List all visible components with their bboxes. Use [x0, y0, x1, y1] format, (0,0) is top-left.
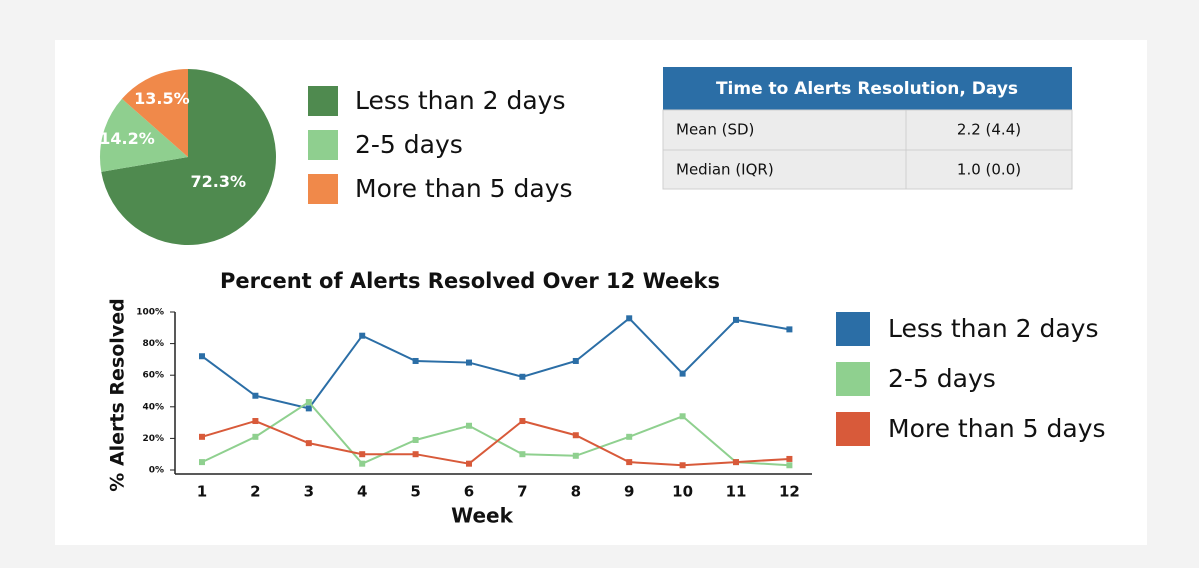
- table-cell: Median (IQR): [676, 161, 774, 179]
- point: [733, 316, 739, 323]
- x-tick-label: 2: [250, 483, 260, 501]
- x-tick-label: 1: [197, 483, 207, 501]
- legend-label: More than 5 days: [888, 414, 1106, 443]
- legend-label: Less than 2 days: [888, 314, 1099, 343]
- point: [626, 433, 633, 440]
- legend-label: More than 5 days: [355, 174, 573, 203]
- x-tick-label: 3: [304, 483, 314, 501]
- legend-swatch: [836, 412, 870, 446]
- point: [679, 370, 686, 377]
- x-tick-label: 6: [464, 483, 474, 501]
- table-cell: 1.0 (0.0): [957, 161, 1021, 179]
- table-title: Time to Alerts Resolution, Days: [716, 79, 1018, 99]
- point: [519, 373, 526, 380]
- point: [519, 418, 526, 425]
- x-tick-label: 10: [672, 483, 693, 501]
- point: [786, 326, 793, 333]
- x-tick-label: 7: [517, 483, 527, 501]
- y-tick-label: 20%: [142, 434, 164, 444]
- chart-title: Percent of Alerts Resolved Over 12 Weeks: [220, 269, 720, 293]
- pie-label: 72.3%: [191, 172, 247, 191]
- point: [305, 440, 312, 447]
- point: [359, 460, 366, 467]
- point: [412, 451, 419, 458]
- legend-label: 2-5 days: [355, 130, 463, 159]
- y-tick-label: 60%: [142, 371, 164, 381]
- pie-slice: [121, 69, 188, 157]
- point: [412, 357, 419, 364]
- point: [199, 433, 205, 440]
- pie-slice: [99, 98, 188, 172]
- point: [305, 399, 312, 406]
- x-tick-label: 8: [571, 483, 581, 501]
- y-axis-label: % Alerts Resolved: [107, 298, 129, 491]
- point: [786, 462, 793, 469]
- point: [199, 353, 205, 360]
- point: [733, 459, 739, 466]
- point: [466, 460, 472, 467]
- point: [466, 422, 472, 429]
- x-tick-label: 4: [357, 483, 367, 501]
- point: [359, 332, 366, 339]
- point: [199, 459, 205, 466]
- point: [305, 405, 312, 412]
- x-tick-label: 5: [410, 483, 420, 501]
- point: [519, 451, 526, 458]
- point: [679, 413, 686, 420]
- pie-label: 14.2%: [99, 129, 155, 148]
- point: [679, 462, 686, 469]
- series-line: [201, 419, 790, 467]
- table-cell: 2.2 (4.4): [957, 121, 1021, 139]
- legend-label: Less than 2 days: [355, 86, 566, 115]
- legend-label: 2-5 days: [888, 364, 996, 393]
- x-axis-label: Week: [451, 504, 513, 528]
- point: [786, 455, 793, 462]
- legend-swatch: [836, 362, 870, 396]
- y-tick-label: 0%: [149, 466, 164, 476]
- x-tick-label: 11: [726, 483, 747, 501]
- point: [252, 392, 259, 399]
- point: [412, 436, 419, 443]
- x-tick-label: 12: [779, 483, 800, 501]
- pie-label: 13.5%: [134, 89, 190, 108]
- legend-swatch: [308, 86, 338, 116]
- point: [359, 451, 366, 458]
- y-tick-label: 100%: [136, 308, 164, 318]
- y-tick-label: 40%: [142, 402, 164, 412]
- legend-swatch: [308, 174, 338, 204]
- series-line: [201, 400, 790, 467]
- x-tick-label: 9: [624, 483, 634, 501]
- point: [572, 452, 579, 459]
- point: [626, 315, 633, 322]
- point: [626, 459, 633, 466]
- legend-swatch: [836, 312, 870, 346]
- point: [466, 359, 472, 366]
- point: [252, 433, 259, 440]
- table-cell: Mean (SD): [676, 121, 754, 139]
- series-line: [201, 316, 790, 410]
- y-tick-label: 80%: [142, 339, 164, 349]
- table-header: [663, 67, 1072, 110]
- point: [572, 357, 579, 364]
- point: [572, 432, 579, 439]
- legend-swatch: [308, 130, 338, 160]
- pie-slice: [101, 69, 276, 246]
- point: [252, 418, 259, 425]
